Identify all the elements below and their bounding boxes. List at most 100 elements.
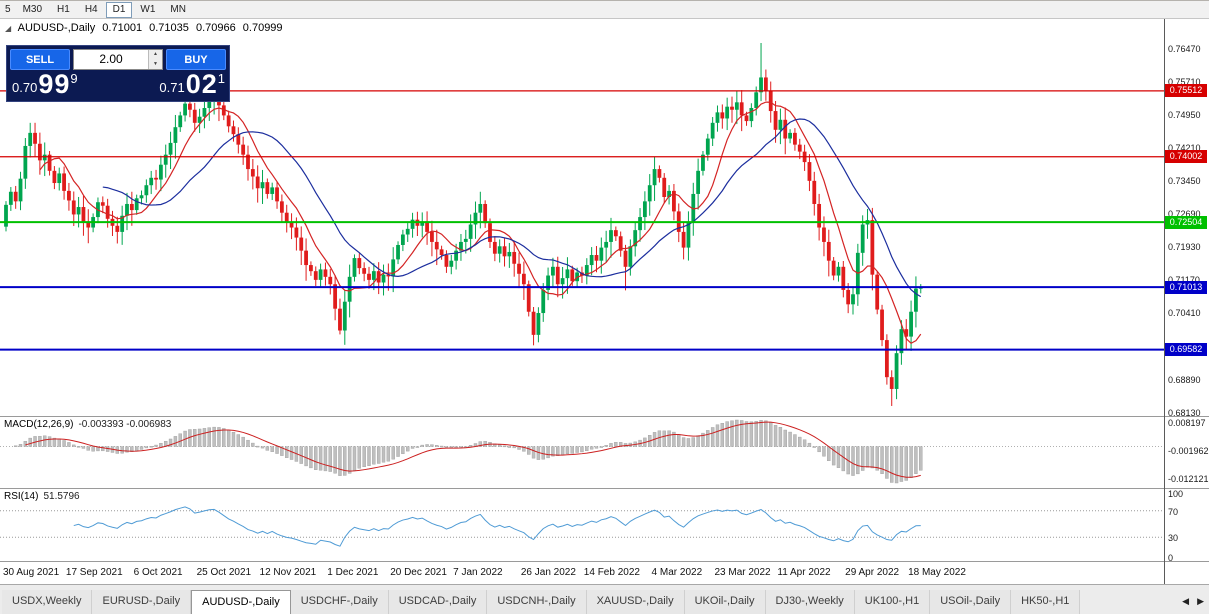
chart-tab-eurusd[interactable]: EURUSD-,Daily: [92, 590, 192, 614]
buy-price-point: 1: [217, 71, 225, 86]
price-axis-label: 0.68890: [1168, 374, 1201, 385]
tab-scroll-right-icon[interactable]: ▶: [1197, 596, 1204, 606]
volume-spinner: ▲ ▼: [148, 50, 162, 69]
timeframe-button-d1[interactable]: D1: [105, 1, 133, 18]
chart-corner-icon: ◢: [5, 24, 12, 33]
date-axis-label: 6 Oct 2021: [133, 567, 183, 578]
chart-tab-bar: USDX,Weekly EURUSD-,Daily AUDUSD-,Daily USD…: [0, 584, 1209, 614]
rsi-panel-canvas[interactable]: [0, 489, 1164, 561]
sell-price-pips: 99: [38, 69, 71, 99]
macd-values: -0.003393 -0.006983: [78, 419, 172, 430]
timeframe-button-m30[interactable]: M30: [22, 3, 43, 15]
chart-tab-ukoil[interactable]: UKOil-,Daily: [684, 590, 766, 614]
timeframe-button-h1[interactable]: H1: [57, 3, 70, 15]
price-line-badge: 0.69582: [1165, 343, 1207, 357]
macd-name: MACD(12,26,9): [4, 419, 74, 430]
chart-tab-dj30[interactable]: DJ30-,Weekly: [765, 590, 855, 614]
rsi-axis-label: 100: [1168, 489, 1184, 499]
chart-tab-uk100[interactable]: UK100-,H1: [854, 590, 931, 614]
macd-axis-label: 0.008197: [1168, 418, 1206, 428]
rsi-axis-label: 70: [1168, 506, 1179, 517]
date-axis-label: 7 Jan 2022: [453, 567, 503, 578]
volume-input[interactable]: 2.00: [99, 52, 123, 66]
rsi-axis-label: 0: [1168, 553, 1174, 563]
buy-button[interactable]: BUY: [166, 49, 226, 70]
panel-splitter[interactable]: [0, 561, 1209, 562]
date-axis-label: 12 Nov 2021: [259, 567, 317, 578]
date-axis-label: 25 Oct 2021: [196, 567, 252, 578]
timeframe-button-5[interactable]: 5: [5, 3, 11, 15]
chart-tab-usdcnh[interactable]: USDCNH-,Daily: [487, 590, 587, 614]
time-axis[interactable]: 30 Aug 2021 17 Sep 2021 6 Oct 2021 25 Oct 2…: [0, 562, 1164, 584]
chart-tab-usdchf[interactable]: USDCHF-,Daily: [290, 590, 389, 614]
macd-axis-label: -0.001962: [1168, 446, 1209, 456]
timeframe-button-w1[interactable]: W1: [140, 3, 156, 15]
rsi-panel-label: RSI(14) 51.5796: [4, 491, 80, 502]
timeframe-button-mn[interactable]: MN: [170, 3, 186, 15]
date-axis-label: 20 Dec 2021: [390, 567, 447, 578]
tab-scroll-left-icon[interactable]: ◀: [1182, 596, 1190, 606]
sell-price-prefix: 0.70: [12, 80, 38, 95]
volume-down-button[interactable]: ▼: [149, 59, 162, 69]
chart-tab-audusd[interactable]: AUDUSD-,Daily: [191, 590, 291, 614]
panel-splitter[interactable]: [0, 416, 1209, 417]
date-axis-label: 4 Mar 2022: [651, 567, 703, 578]
date-axis-label: 30 Aug 2021: [3, 567, 60, 578]
ohlc-open: 0.71001: [102, 22, 143, 34]
volume-up-button[interactable]: ▲: [149, 50, 162, 60]
date-axis-label: 17 Sep 2021: [65, 567, 123, 578]
chart-tab-usdcad[interactable]: USDCAD-,Daily: [388, 590, 488, 614]
price-line-badge: 0.75512: [1165, 84, 1207, 98]
volume-box: 2.00 ▲ ▼: [73, 49, 163, 70]
rsi-value: 51.5796: [43, 491, 80, 502]
price-axis-label: 0.74210: [1168, 142, 1201, 153]
one-click-trade-panel: SELL 2.00 ▲ ▼ BUY 0.70 99 9 0.71 02 1: [6, 45, 230, 102]
axis-separator: [1164, 19, 1165, 584]
chart-header: ◢ AUDUSD-,Daily 0.71001 0.71035 0.70966 …: [5, 22, 287, 34]
price-axis-label: 0.68130: [1168, 407, 1201, 418]
rsi-axis-label: 30: [1168, 533, 1179, 544]
date-axis-label: 1 Dec 2021: [327, 567, 379, 578]
date-axis-label: 29 Apr 2022: [845, 567, 900, 578]
chart-tab-hk50[interactable]: HK50-,H1: [1011, 590, 1081, 614]
buy-price-pips: 02: [185, 69, 218, 99]
chart-tab-usdx[interactable]: USDX,Weekly: [2, 590, 93, 614]
price-axis-label: 0.73450: [1168, 175, 1201, 186]
chart-tabs: USDX,Weekly EURUSD-,Daily AUDUSD-,Daily USD…: [2, 590, 1081, 614]
price-axis-label: 0.76470: [1168, 44, 1201, 55]
buy-price: 0.71 02 1: [158, 71, 225, 98]
main-chart-canvas[interactable]: [0, 19, 1164, 416]
price-axis-label: 0.70410: [1168, 308, 1201, 319]
date-axis-label: 18 May 2022: [908, 567, 966, 578]
date-axis-label: 23 Mar 2022: [714, 567, 771, 578]
macd-panel-canvas[interactable]: [0, 417, 1164, 488]
price-axis-label: 0.71170: [1168, 275, 1200, 285]
chart-tab-usoil[interactable]: USOil-,Daily: [930, 590, 1012, 614]
date-axis-label: 14 Feb 2022: [583, 567, 640, 578]
timeframe-button-h4[interactable]: H4: [84, 3, 98, 15]
ohlc-high: 0.71035: [149, 22, 189, 34]
chart-symbol-label: AUDUSD-,Daily: [17, 22, 96, 34]
ohlc-low: 0.70966: [195, 22, 236, 34]
price-axis-label: 0.71930: [1168, 242, 1201, 253]
sell-price-point: 9: [70, 71, 78, 86]
ohlc-close: 0.70999: [242, 22, 283, 34]
price-axis-label: 0.74950: [1168, 110, 1201, 121]
price-axis-label: 0.75710: [1168, 77, 1201, 88]
sell-price: 0.70 99 9: [11, 71, 78, 98]
timeframe-toolbar: 5 M30 H1 H4 D1 W1 MN: [0, 1, 1209, 19]
macd-axis-label: -0.012121: [1168, 474, 1209, 484]
buy-price-prefix: 0.71: [159, 80, 185, 95]
macd-panel-label: MACD(12,26,9) -0.003393 -0.006983: [4, 419, 171, 430]
price-axis[interactable]: 0.75512 0.74002 0.72504 0.71013 0.69582 0.764…: [1165, 19, 1209, 584]
tab-scroll-arrows: ◀ ▶: [1182, 596, 1204, 607]
panel-splitter[interactable]: [0, 488, 1209, 489]
price-axis-label: 0.72690: [1168, 209, 1201, 219]
sell-button[interactable]: SELL: [10, 49, 70, 70]
chart-tab-xauusd[interactable]: XAUUSD-,Daily: [586, 590, 685, 614]
date-axis-label: 11 Apr 2022: [777, 567, 831, 578]
rsi-name: RSI(14): [4, 491, 39, 502]
date-axis-label: 26 Jan 2022: [520, 567, 576, 578]
price-line-badge: 0.71013: [1165, 280, 1207, 294]
